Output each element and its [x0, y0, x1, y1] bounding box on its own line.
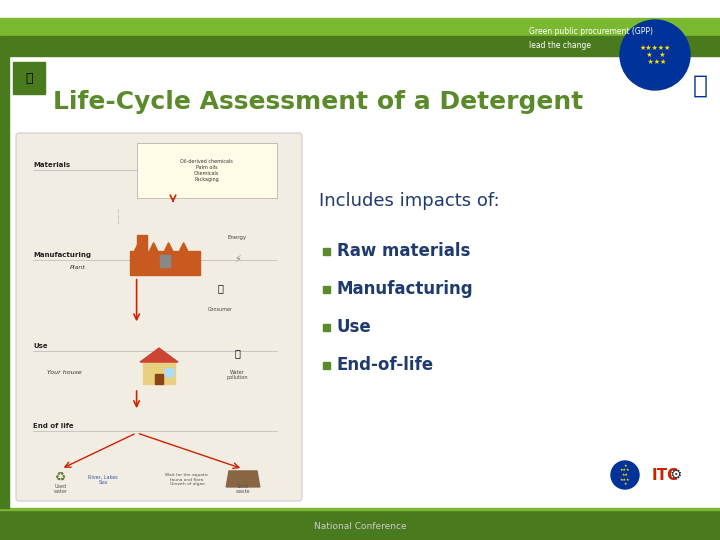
Text: Plant: Plant	[69, 265, 85, 270]
Bar	[323, 362, 330, 369]
Text: ITC: ITC	[652, 468, 679, 483]
Text: Raw materials: Raw materials	[337, 242, 470, 260]
Bar	[137, 235, 147, 253]
Polygon shape	[179, 242, 188, 251]
Text: Energy: Energy	[228, 235, 247, 240]
Text: National Conference: National Conference	[314, 522, 406, 531]
Bar	[137, 143, 276, 198]
Text: Includes impacts of:: Includes impacts of:	[319, 192, 500, 210]
Bar	[323, 286, 330, 293]
Text: Water
pollution: Water pollution	[227, 369, 248, 380]
Polygon shape	[165, 242, 173, 251]
Bar	[0, 36, 720, 56]
Text: 🌿: 🌿	[25, 71, 32, 84]
Bar	[323, 248, 330, 255]
Polygon shape	[150, 242, 158, 251]
Text: End of life: End of life	[33, 423, 73, 429]
Polygon shape	[135, 242, 143, 251]
Text: Oil-derived chemicals
Palm oils
Chemicals
Packaging: Oil-derived chemicals Palm oils Chemical…	[180, 159, 233, 181]
Text: Solid
waste: Solid waste	[235, 483, 251, 494]
Text: Wait for the aquatic
fauna and flora
Growth of algae: Wait for the aquatic fauna and flora Gro…	[166, 473, 209, 487]
Bar	[0, 18, 720, 36]
Text: ⚡: ⚡	[234, 254, 240, 264]
Text: 💧: 💧	[235, 348, 240, 358]
Text: Used
water: Used water	[54, 483, 68, 494]
Bar	[323, 323, 330, 330]
Polygon shape	[226, 471, 260, 487]
Text: 🪣: 🪣	[693, 74, 708, 98]
Bar	[155, 374, 163, 384]
Text: ★★★★★
 ★   ★
  ★★★: ★★★★★ ★ ★ ★★★	[639, 45, 670, 65]
Circle shape	[620, 20, 690, 90]
Text: Materials: Materials	[33, 162, 70, 168]
Text: ★
★★★
★★
★★★
★: ★ ★★★ ★★ ★★★ ★	[620, 464, 630, 486]
Text: Green public procurement (GPP): Green public procurement (GPP)	[529, 27, 653, 36]
Text: Manufacturing: Manufacturing	[337, 280, 474, 298]
Text: ⚙: ⚙	[670, 468, 683, 482]
Text: Manufacturing: Manufacturing	[33, 253, 91, 259]
Circle shape	[611, 461, 639, 489]
Polygon shape	[140, 348, 178, 362]
Text: ~~~: ~~~	[117, 207, 123, 225]
Text: 🧴: 🧴	[217, 283, 223, 293]
Text: River, Lakes
Sea: River, Lakes Sea	[88, 475, 118, 485]
Bar	[0, 0, 720, 18]
Bar	[160, 255, 170, 267]
Text: Use: Use	[33, 343, 48, 349]
Text: Your house: Your house	[47, 369, 82, 375]
Text: Life-Cycle Assessment of a Detergent: Life-Cycle Assessment of a Detergent	[53, 90, 583, 114]
Bar	[143, 362, 175, 384]
Text: Consumer: Consumer	[208, 307, 233, 312]
Bar	[130, 251, 199, 275]
Bar	[0, 508, 720, 510]
Text: lead the change: lead the change	[529, 41, 591, 50]
Bar	[0, 56, 9, 508]
Bar	[165, 368, 173, 376]
Text: Use: Use	[337, 318, 372, 336]
Text: End-of-life: End-of-life	[337, 356, 434, 374]
FancyBboxPatch shape	[16, 133, 302, 501]
Text: ♻: ♻	[55, 470, 67, 483]
Bar	[13, 62, 45, 94]
Bar	[0, 510, 720, 540]
